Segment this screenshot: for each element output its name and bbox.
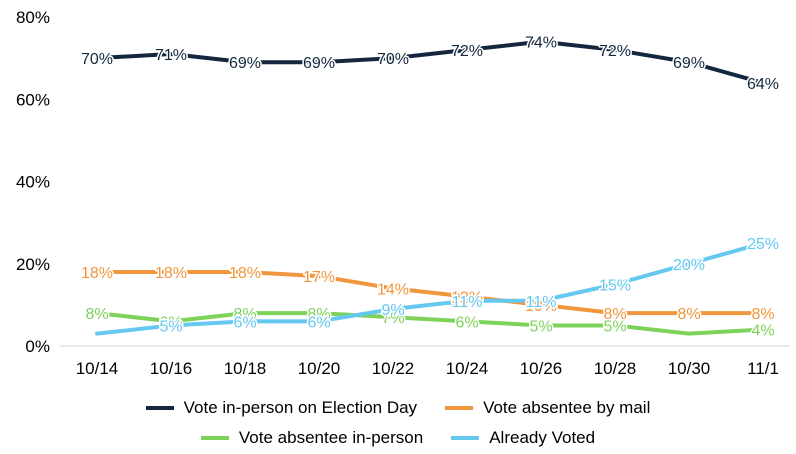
legend-item-absentee-in-person: Vote absentee in-person bbox=[200, 428, 424, 448]
data-labels: 70% 71% 69% 69% 70% 72% 74% 72% 69% 64% 18% 18% 18% 1… bbox=[79, 33, 780, 341]
data-label: 11% bbox=[452, 294, 483, 311]
x-tick-label: 10/16 bbox=[150, 359, 193, 378]
x-axis: 10/14 10/16 10/18 10/20 10/22 10/24 10/26 10/28… bbox=[60, 345, 790, 378]
data-label: 6% bbox=[233, 314, 256, 331]
legend-item-election-day: Vote in-person on Election Day bbox=[145, 398, 418, 418]
data-label: 69% bbox=[229, 55, 261, 72]
x-tick-label: 10/20 bbox=[298, 359, 341, 378]
data-label: 5% bbox=[529, 318, 552, 335]
legend-row-2: Vote absentee in-person Already Voted bbox=[0, 428, 796, 448]
data-label: 72% bbox=[451, 43, 483, 60]
data-label: 14% bbox=[377, 281, 409, 298]
legend-label-already-voted: Already Voted bbox=[489, 428, 596, 447]
y-tick-label: 0% bbox=[25, 337, 50, 356]
legend-row-1: Vote in-person on Election Day Vote abse… bbox=[0, 398, 796, 418]
y-tick-label: 80% bbox=[16, 8, 50, 27]
series-line-1 bbox=[95, 269, 765, 316]
data-label: 18% bbox=[155, 265, 187, 282]
y-axis: 0% 20% 40% 60% 80% bbox=[16, 8, 50, 356]
x-tick-label: 10/30 bbox=[668, 359, 711, 378]
data-label: 72% bbox=[599, 43, 631, 60]
data-label: 10% bbox=[525, 298, 557, 315]
data-label: 5% bbox=[603, 318, 626, 335]
series-line-2 bbox=[95, 311, 765, 336]
data-label: 74% bbox=[525, 35, 557, 52]
legend-swatch-election-day bbox=[145, 406, 174, 410]
series-line-0 bbox=[95, 39, 765, 85]
legend-swatch-absentee-in-person bbox=[200, 436, 229, 440]
data-label: 70% bbox=[81, 51, 113, 68]
x-tick-label: 10/28 bbox=[594, 359, 637, 378]
x-tick-label: 10/22 bbox=[372, 359, 415, 378]
series-line-3 bbox=[95, 241, 765, 336]
data-label: 15% bbox=[599, 277, 631, 294]
x-tick-label: 11/1 bbox=[747, 359, 779, 378]
legend-item-already-voted: Already Voted bbox=[451, 428, 595, 448]
data-label: 6% bbox=[455, 314, 478, 331]
data-label: 8% bbox=[233, 306, 256, 323]
data-label: 20% bbox=[673, 257, 705, 274]
data-label: 8% bbox=[603, 306, 626, 323]
data-label: 71% bbox=[155, 47, 187, 64]
data-label: 17% bbox=[303, 269, 335, 286]
legend-label-absentee-in-person: Vote absentee in-person bbox=[238, 428, 424, 447]
data-label: 6% bbox=[307, 314, 330, 331]
legend-swatch-absentee-mail bbox=[445, 406, 474, 410]
data-label: 8% bbox=[677, 306, 700, 323]
data-label: 12% bbox=[451, 290, 483, 307]
data-label: 9% bbox=[381, 302, 404, 319]
legend-label-election-day: Vote in-person on Election Day bbox=[183, 398, 418, 417]
data-label: 8% bbox=[751, 306, 774, 323]
y-tick-label: 40% bbox=[16, 173, 50, 192]
data-label: 18% bbox=[229, 265, 261, 282]
line-chart: 0% 20% 40% 60% 80% 10/14 10/16 10/18 10/20 10/22… bbox=[16, 8, 790, 378]
data-label: 69% bbox=[303, 55, 335, 72]
data-label: 70% bbox=[377, 51, 409, 68]
data-label: 5% bbox=[159, 318, 182, 335]
y-tick-label: 20% bbox=[16, 255, 50, 274]
data-label: 64% bbox=[747, 76, 779, 93]
data-label: 8% bbox=[307, 306, 330, 323]
data-label: 18% bbox=[81, 265, 113, 282]
x-tick-label: 10/18 bbox=[224, 359, 267, 378]
data-label: 8% bbox=[85, 306, 108, 323]
x-tick-label: 10/24 bbox=[446, 359, 489, 378]
data-label: 7% bbox=[381, 310, 404, 327]
data-label: 6% bbox=[159, 314, 182, 331]
legend-item-absentee-mail: Vote absentee by mail bbox=[445, 398, 650, 418]
data-label: 4% bbox=[751, 323, 774, 340]
y-tick-label: 60% bbox=[16, 90, 50, 109]
data-label: 25% bbox=[747, 236, 779, 253]
legend-swatch-already-voted bbox=[451, 436, 480, 440]
legend-label-absentee-mail: Vote absentee by mail bbox=[483, 398, 651, 417]
x-tick-label: 10/14 bbox=[76, 359, 119, 378]
x-tick-label: 10/26 bbox=[520, 359, 563, 378]
series-lines bbox=[95, 39, 765, 336]
data-label: 69% bbox=[673, 55, 705, 72]
data-label: 11% bbox=[526, 294, 557, 311]
